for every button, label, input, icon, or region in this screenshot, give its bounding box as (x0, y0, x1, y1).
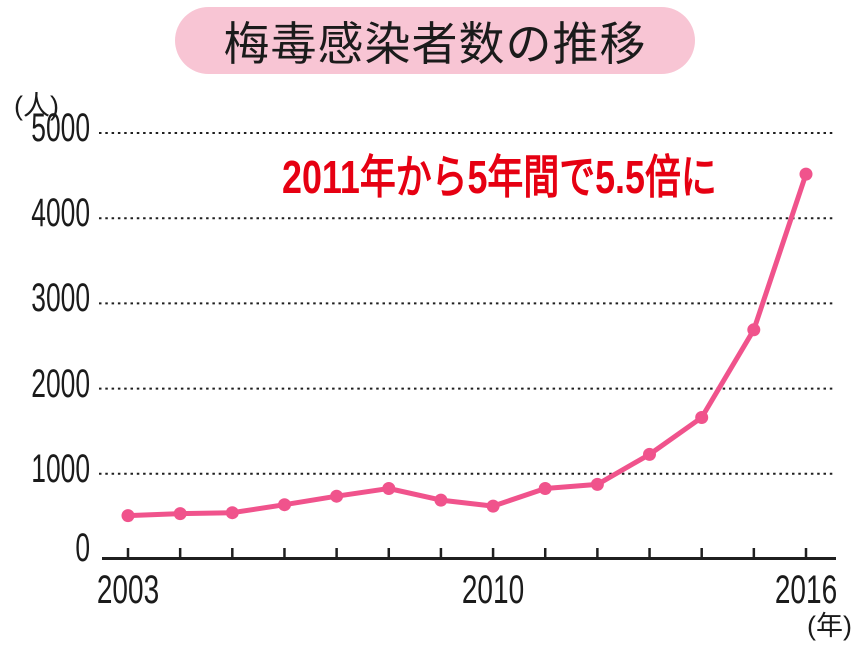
chart-title-pill: 梅毒感染者数の推移 (175, 7, 695, 74)
y-axis-tick-label: 2000 (31, 361, 91, 406)
x-axis-ticks (126, 548, 808, 559)
data-points (121, 167, 813, 523)
y-axis-unit-label: (人) (14, 91, 59, 121)
y-axis-tick-label: 3000 (31, 276, 91, 321)
y-axis-tick-label: 4000 (31, 191, 91, 236)
annotation-text: 2011年から5年間で5.5倍に (282, 151, 717, 203)
x-axis-tick-label: 2010 (461, 568, 525, 612)
x-axis-tick-label: 2003 (96, 568, 160, 612)
y-axis-tick-label: 1000 (31, 446, 91, 491)
x-axis-tick-label: 2016 (774, 568, 838, 612)
chart-title: 梅毒感染者数の推移 (223, 17, 647, 70)
y-axis-tick-label: 0 (75, 526, 90, 570)
gridlines (99, 132, 834, 475)
trend-line (125, 171, 809, 519)
y-axis-tick-label: 5000 (31, 106, 91, 150)
x-axis-unit-label: (年) (807, 611, 852, 641)
